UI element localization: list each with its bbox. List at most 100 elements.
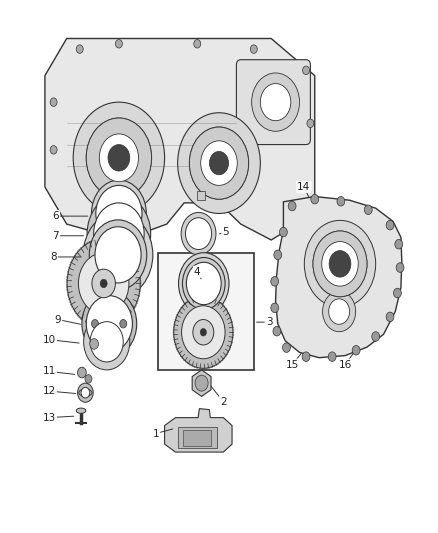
Ellipse shape [76, 408, 86, 414]
Circle shape [83, 213, 153, 297]
Circle shape [271, 303, 279, 313]
Circle shape [100, 279, 107, 288]
Circle shape [328, 299, 350, 324]
Circle shape [116, 39, 122, 48]
Circle shape [386, 312, 394, 321]
Text: 7: 7 [53, 231, 59, 241]
Circle shape [95, 227, 141, 283]
Circle shape [260, 84, 291, 120]
Circle shape [94, 203, 144, 264]
Circle shape [99, 134, 138, 182]
Circle shape [108, 144, 130, 171]
Bar [158, 253, 254, 370]
Circle shape [84, 314, 130, 370]
Circle shape [186, 262, 221, 305]
Circle shape [283, 343, 290, 352]
Circle shape [90, 338, 99, 349]
Circle shape [303, 66, 310, 75]
Circle shape [302, 352, 310, 361]
Circle shape [274, 250, 282, 260]
Polygon shape [192, 370, 211, 397]
Circle shape [181, 213, 216, 255]
Circle shape [76, 45, 83, 53]
Circle shape [304, 220, 376, 308]
Circle shape [364, 205, 372, 215]
Circle shape [78, 253, 129, 314]
Text: 12: 12 [42, 386, 56, 396]
Circle shape [183, 257, 225, 310]
Circle shape [251, 45, 257, 53]
Text: 4: 4 [194, 267, 201, 277]
Text: 9: 9 [55, 314, 61, 325]
Circle shape [252, 73, 300, 131]
Circle shape [50, 98, 57, 107]
Text: 14: 14 [297, 182, 311, 192]
Circle shape [81, 387, 90, 398]
Circle shape [78, 383, 93, 402]
Circle shape [322, 241, 358, 286]
Circle shape [279, 227, 287, 237]
Circle shape [179, 253, 229, 314]
Ellipse shape [79, 389, 92, 397]
Polygon shape [45, 38, 315, 240]
Bar [178, 426, 217, 448]
Circle shape [73, 102, 165, 214]
Circle shape [393, 288, 401, 298]
Circle shape [200, 328, 206, 336]
Circle shape [313, 231, 367, 297]
Circle shape [185, 217, 212, 249]
Text: 15: 15 [286, 360, 299, 369]
Circle shape [96, 185, 142, 241]
Circle shape [50, 146, 57, 154]
Circle shape [189, 127, 249, 199]
Circle shape [273, 326, 281, 336]
Circle shape [329, 251, 351, 277]
Bar [184, 430, 211, 446]
Circle shape [78, 367, 86, 378]
Circle shape [92, 319, 99, 328]
Text: 13: 13 [42, 413, 56, 423]
Circle shape [178, 113, 260, 214]
Bar [197, 191, 205, 200]
Text: 11: 11 [42, 367, 56, 376]
Circle shape [307, 119, 314, 127]
Text: 1: 1 [152, 429, 159, 439]
Text: 2: 2 [220, 397, 226, 407]
Circle shape [396, 263, 404, 272]
Circle shape [209, 151, 229, 175]
Circle shape [337, 197, 345, 206]
Circle shape [311, 195, 319, 204]
Circle shape [328, 352, 336, 361]
Circle shape [86, 296, 132, 352]
Circle shape [195, 375, 208, 391]
Circle shape [86, 118, 152, 198]
Polygon shape [165, 409, 232, 452]
Polygon shape [276, 197, 402, 358]
Circle shape [92, 180, 146, 247]
Text: 16: 16 [339, 360, 352, 369]
Circle shape [194, 39, 201, 48]
Circle shape [90, 321, 123, 362]
Circle shape [189, 127, 249, 199]
Circle shape [201, 141, 237, 185]
Circle shape [271, 277, 279, 286]
Circle shape [86, 118, 152, 198]
Circle shape [182, 306, 225, 359]
Circle shape [395, 239, 403, 249]
Circle shape [89, 220, 147, 290]
Circle shape [193, 319, 214, 345]
Circle shape [386, 220, 394, 230]
Circle shape [85, 375, 92, 383]
Text: 8: 8 [50, 252, 57, 262]
Circle shape [67, 239, 140, 328]
Text: 10: 10 [42, 335, 56, 345]
Circle shape [82, 290, 137, 357]
Circle shape [92, 269, 116, 298]
Circle shape [174, 296, 233, 368]
Circle shape [87, 195, 151, 272]
Circle shape [372, 332, 380, 341]
Circle shape [352, 345, 360, 355]
Circle shape [288, 201, 296, 211]
Text: 5: 5 [222, 227, 229, 237]
Circle shape [322, 292, 356, 332]
